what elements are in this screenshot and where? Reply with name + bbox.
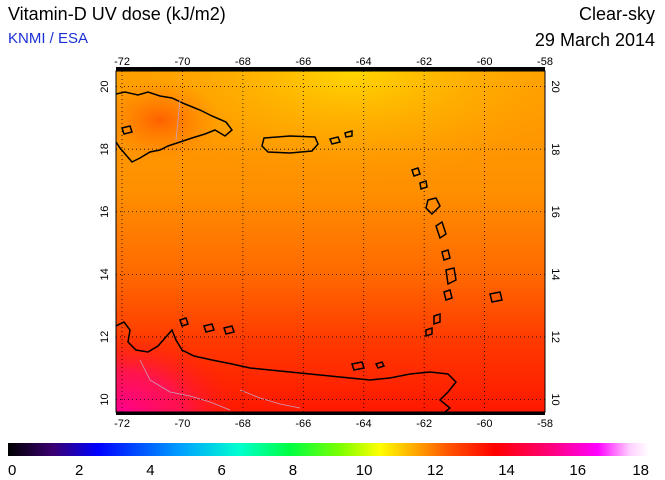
colorbar-tick-label: 0 (8, 462, 16, 479)
colorbar-tick-label: 18 (632, 462, 649, 479)
lat-tick-left: 14 (99, 268, 111, 280)
lon-tick-bottom: -68 (235, 418, 251, 430)
colorbar-tick-label: 6 (217, 462, 225, 479)
lon-tick-bottom: -62 (416, 418, 432, 430)
abc-islands (179, 317, 235, 335)
lon-tick-bottom: -58 (537, 418, 553, 430)
country-borders (139, 99, 301, 411)
graticule (116, 71, 545, 412)
lon-tick-bottom: -70 (175, 418, 191, 430)
colorbar-tick-label: 10 (356, 462, 373, 479)
credit-label: KNMI / ESA (8, 30, 89, 47)
colorbar (8, 443, 649, 456)
lon-tick-bottom: -64 (356, 418, 372, 430)
date-label: 29 March 2014 (534, 30, 655, 50)
lon-tick-bottom: -60 (477, 418, 493, 430)
colorbar-tick-label: 12 (427, 462, 444, 479)
uv-dose-field (116, 71, 545, 412)
lon-tick-top: -66 (295, 56, 311, 68)
colorbar-tick-label: 14 (498, 462, 515, 479)
lon-tick-bottom: -66 (295, 418, 311, 430)
colorbar-ticks: 0 2 4 6 8 10 12 14 16 18 (8, 462, 649, 479)
puerto-rico-coast (261, 135, 319, 154)
lat-tick-left: 12 (99, 331, 111, 343)
lon-tick-top: -58 (537, 56, 553, 68)
lon-tick-top: -72 (114, 56, 130, 68)
colorbar-tick-label: 2 (75, 462, 83, 479)
axis-ticks: -72 -72 -70 -70 -68 -68 -66 -66 -64 -64 -62 -62 -60 -… (99, 56, 561, 430)
lat-tick-right: 10 (549, 393, 561, 405)
lon-tick-top: -60 (477, 56, 493, 68)
lat-tick-left: 18 (99, 143, 111, 155)
lat-tick-left: 20 (99, 81, 111, 93)
lon-tick-top: -64 (356, 56, 372, 68)
top-axis-band (116, 67, 545, 71)
island-chain (411, 167, 503, 338)
lat-tick-right: 12 (549, 331, 561, 343)
lat-tick-right: 18 (549, 143, 561, 155)
lon-tick-top: -62 (416, 56, 432, 68)
lat-tick-right: 16 (549, 206, 561, 218)
colorbar-tick-label: 8 (289, 462, 297, 479)
lon-tick-bottom: -72 (114, 418, 130, 430)
colorbar-tick-label: 4 (146, 462, 154, 479)
lat-tick-right: 20 (549, 81, 561, 93)
virgin-islands (328, 130, 353, 145)
south-america-coast (116, 321, 458, 412)
lat-tick-left: 10 (99, 393, 111, 405)
lat-tick-left: 16 (99, 206, 111, 218)
coastlines (116, 91, 503, 412)
sky-condition-label: Clear-sky (578, 4, 655, 24)
lat-tick-right: 14 (549, 268, 561, 280)
bottom-axis-band (116, 412, 545, 415)
lon-tick-top: -68 (235, 56, 251, 68)
lon-tick-top: -70 (175, 56, 191, 68)
hispaniola-coast (116, 91, 234, 163)
small-island (121, 125, 133, 135)
colorbar-tick-label: 16 (569, 462, 586, 479)
map-title: Vitamin-D UV dose (kJ/m2) (8, 4, 226, 24)
